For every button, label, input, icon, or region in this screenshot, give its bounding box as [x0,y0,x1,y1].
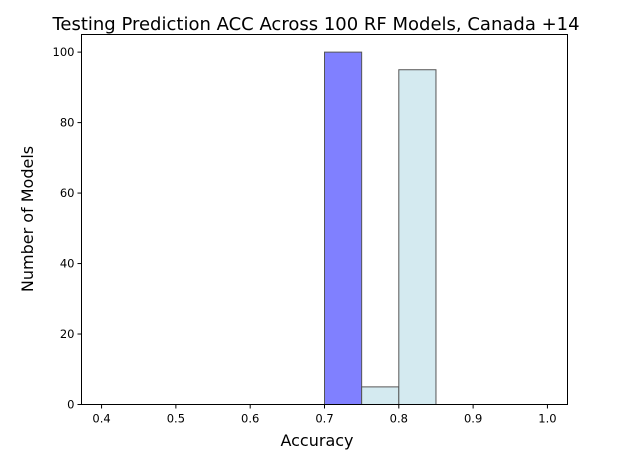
histogram-bar-s1-b1 [398,69,437,405]
bars-group [324,51,437,405]
x-tick-label: 0.8 [390,412,408,426]
y-tick-label: 40 [60,257,75,271]
x-tick-label: 0.9 [464,412,482,426]
histogram-bar-s1-b0 [361,386,400,405]
y-tick-label: 0 [67,398,74,412]
y-tick-label: 80 [60,116,75,130]
x-tick-label: 1.0 [538,412,556,426]
chart-title: Testing Prediction ACC Across 100 RF Mod… [51,14,579,35]
y-tick-label: 100 [53,45,75,59]
x-tick-label: 0.5 [167,412,185,426]
x-axis-ticks: 0.4 0.5 0.6 0.7 0.8 0.9 1.0 [92,404,557,426]
y-tick-label: 20 [60,327,75,341]
x-tick-label: 0.7 [315,412,333,426]
y-tick-label: 60 [60,186,75,200]
y-axis-ticks: 0 20 40 60 80 100 [53,45,82,412]
x-tick-label: 0.4 [92,412,110,426]
y-axis-label: Number of Models [18,146,37,292]
x-tick-label: 0.6 [241,412,259,426]
plot-frame [81,34,568,405]
histogram-bar-s0-b0 [324,51,363,405]
x-axis-label: Accuracy [280,431,353,450]
